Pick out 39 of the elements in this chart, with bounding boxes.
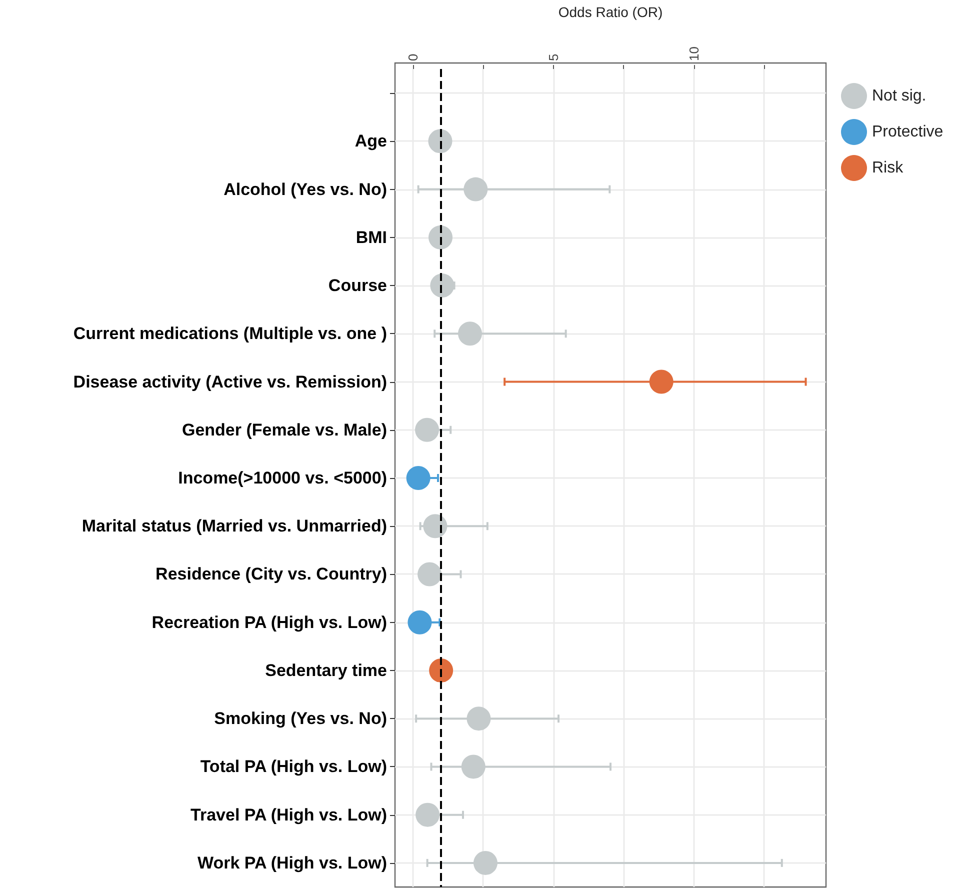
y-tick-label: Income(>10000 vs. <5000) (178, 468, 387, 488)
y-tick-label: BMI (356, 228, 387, 247)
point (461, 754, 486, 779)
point (418, 562, 442, 586)
point (464, 177, 488, 202)
point (466, 706, 491, 731)
legend-label: Protective (872, 124, 944, 140)
x-tick-label: 5 (546, 54, 561, 61)
legend-label: Risk (872, 160, 904, 176)
point (430, 274, 454, 298)
point (428, 129, 452, 154)
point (423, 514, 448, 538)
y-tick-label: Gender (Female vs. Male) (182, 420, 387, 440)
y-tick-label: Alcohol (Yes vs. No) (224, 180, 387, 199)
point (408, 610, 432, 634)
y-tick-label: Course (328, 276, 387, 296)
legend-label: Not sig. (872, 88, 926, 104)
y-tick-label: Marital status (Married vs. Unmarried) (82, 516, 387, 536)
point (473, 850, 498, 875)
y-tick-label: Travel PA (High vs. Low) (190, 805, 387, 824)
point (429, 658, 454, 682)
y-tick-label: Sedentary time (265, 660, 387, 680)
x-tick-label: 0 (405, 54, 420, 61)
point (416, 802, 440, 827)
y-tick-label: Total PA (High vs. Low) (200, 757, 387, 776)
point (415, 418, 440, 442)
x-axis-title: Odds Ratio (OR) (558, 4, 663, 20)
y-tick-label: Residence (City vs. Country) (156, 564, 387, 584)
point (428, 225, 453, 250)
point (406, 466, 430, 490)
y-tick-label: Disease activity (Active vs. Remission) (73, 372, 387, 392)
y-tick-label: Age (354, 132, 387, 151)
y-tick-label: Current medications (Multiple vs. one ) (73, 324, 387, 344)
point (458, 322, 482, 346)
y-tick-label: Recreation PA (High vs. Low) (152, 612, 387, 632)
y-tick-label: Smoking (Yes vs. No) (214, 709, 387, 728)
y-tick-label: Work PA (High vs. Low) (197, 853, 387, 872)
point (649, 370, 674, 394)
x-tick-label: 10 (686, 46, 702, 61)
